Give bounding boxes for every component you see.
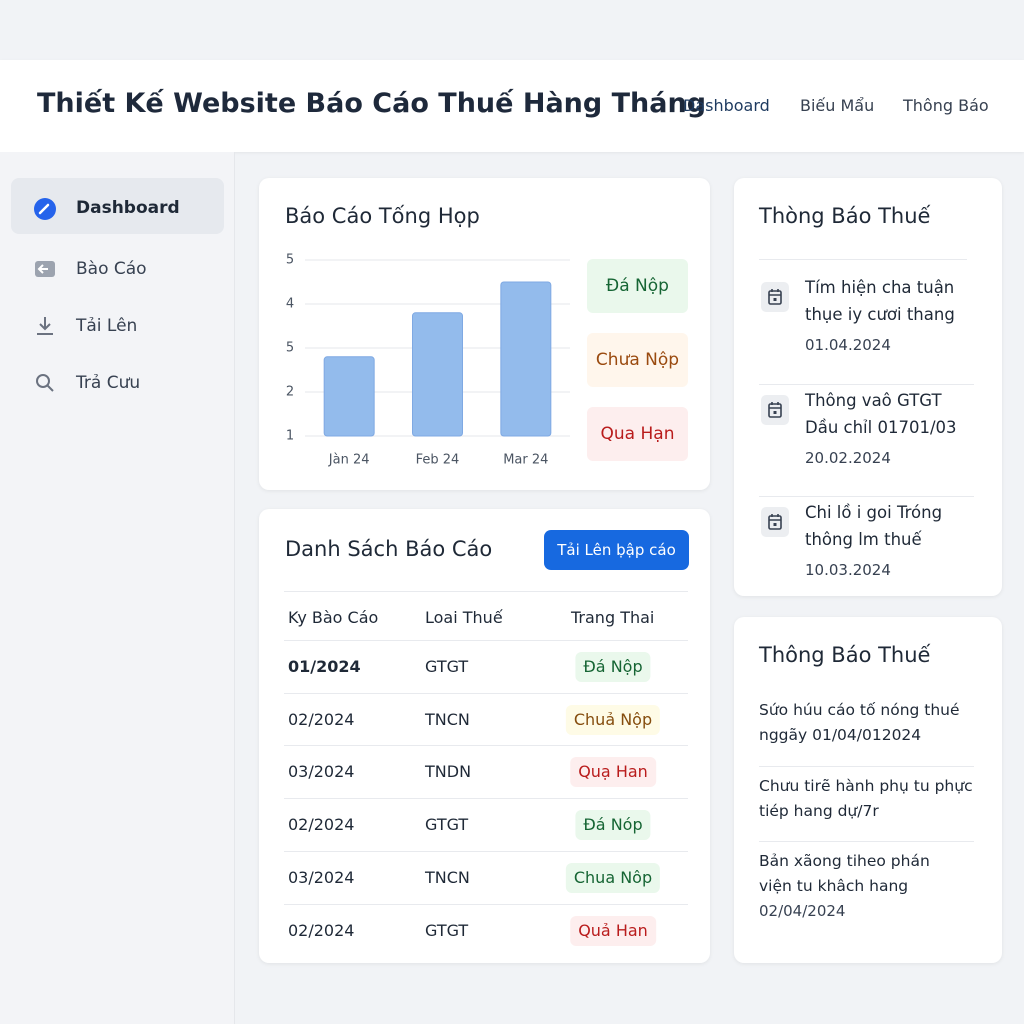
notice-text: thông lm thuế bbox=[805, 530, 922, 549]
cell: GTGT bbox=[425, 815, 469, 835]
bar bbox=[323, 356, 375, 437]
card-title: Danh Sách Báo Cáo bbox=[285, 537, 493, 561]
cell: TNCN bbox=[425, 867, 470, 887]
notices-card bbox=[734, 617, 1002, 963]
notice-text: Chưu tirẽ hành phụ tu phực bbox=[759, 776, 973, 795]
cell: 02/2024 bbox=[288, 920, 355, 940]
sidebar bbox=[0, 152, 235, 1024]
x-tick-label: Feb 24 bbox=[416, 453, 460, 468]
bar-chart: 1 2 5 4 5 Jàn 24 Feb 24 Mar 24 bbox=[286, 253, 570, 468]
sidebar-item[interactable]: Bào Cáo bbox=[76, 259, 147, 279]
divider bbox=[759, 765, 974, 767]
sidebar-item[interactable]: Tải Lên bbox=[76, 316, 138, 336]
y-tick-label: 5 bbox=[286, 341, 294, 356]
nav-link[interactable]: Thông Báo bbox=[903, 96, 989, 115]
divider bbox=[759, 383, 974, 385]
divider bbox=[284, 903, 688, 905]
x-tick-label: Mar 24 bbox=[503, 453, 548, 468]
icon bbox=[761, 394, 789, 425]
cell: TNDN bbox=[425, 762, 472, 782]
x-tick-label: Jàn 24 bbox=[328, 453, 370, 468]
sidebar-item[interactable]: Dashboard bbox=[76, 198, 180, 218]
icon bbox=[761, 282, 789, 312]
cell: GTGT bbox=[425, 657, 469, 676]
status-badge: Chua Nôp bbox=[565, 862, 661, 893]
status-badge: Quả Han bbox=[570, 915, 656, 946]
notice-text: Sứo húu cáo tố nóng thué bbox=[759, 701, 960, 719]
divider bbox=[284, 640, 688, 641]
notice-date: 01.04.2024 bbox=[805, 336, 891, 354]
divider bbox=[284, 591, 688, 592]
status-badge: Chuả Nộp bbox=[565, 704, 661, 735]
notice-text: thụe iy cươi thang bbox=[805, 305, 955, 324]
notice-text: viện tu khâch hang bbox=[759, 877, 909, 895]
cell: 03/2024 bbox=[288, 867, 355, 887]
card-title: Báo Cáo Tống Họp bbox=[285, 204, 480, 228]
header bbox=[0, 60, 1024, 152]
cell: GTGT bbox=[425, 920, 469, 940]
notice-text: nggãy 01/04/012024 bbox=[759, 726, 922, 744]
column-header: Loai Thuế bbox=[425, 608, 503, 627]
cell: 03/2024 bbox=[288, 762, 355, 782]
divider bbox=[759, 841, 974, 842]
card-title: Thông Báo Thuế bbox=[759, 643, 931, 667]
notice-text: Dầu chỉl 01701/03 bbox=[805, 417, 957, 437]
notice-text: Bản xãong tiheo phán bbox=[759, 852, 930, 870]
notice-date: 10.03.2024 bbox=[805, 561, 891, 579]
nav-link[interactable]: Dashboard bbox=[683, 96, 770, 115]
reports-card bbox=[259, 509, 710, 963]
divider bbox=[759, 259, 967, 260]
cell: TNCN bbox=[425, 709, 470, 729]
status-badge: Quạ Han bbox=[570, 757, 656, 788]
divider bbox=[284, 692, 688, 694]
cell: 02/2024 bbox=[288, 709, 355, 729]
icon bbox=[37, 317, 53, 335]
notice-text: Chi lồ i goi Tróng bbox=[805, 503, 943, 522]
legend-badge: Đá Nộp bbox=[587, 259, 688, 313]
icon bbox=[36, 374, 54, 392]
notice-text: Thông vaô GTGT bbox=[805, 390, 942, 410]
legend-badge: Chưa Nộp bbox=[587, 333, 688, 387]
upload-button[interactable]: Tải Lên ḅập cáo bbox=[544, 530, 689, 570]
card-title: Thòng Báo Thuế bbox=[759, 204, 931, 228]
cell: 01/2024 bbox=[288, 657, 361, 676]
icon bbox=[761, 507, 789, 537]
calendar-icon bbox=[768, 401, 782, 418]
y-tick-label: 4 bbox=[286, 297, 294, 312]
bar bbox=[500, 281, 552, 437]
icon bbox=[34, 198, 56, 220]
status-badge: Đá Nộp bbox=[575, 652, 651, 682]
bar bbox=[412, 312, 463, 437]
nav-link[interactable]: Biếu Mẩu bbox=[800, 96, 875, 115]
notice-date: 02/04/2024 bbox=[759, 902, 846, 920]
cell: 02/2024 bbox=[288, 815, 355, 835]
column-header: Ky Bào Cáo bbox=[288, 608, 379, 627]
sidebar-item[interactable]: Trả Cưu bbox=[76, 373, 141, 393]
notice-text: Tím hiện cha tuận bbox=[805, 278, 955, 297]
divider bbox=[759, 496, 974, 497]
divider bbox=[284, 745, 688, 747]
column-header: Trang Thai bbox=[571, 608, 655, 627]
divider bbox=[284, 798, 688, 800]
page-title: Thiết Kế Website Báo Cáo Thuế Hàng Tháng bbox=[37, 88, 707, 119]
legend-badge: Qua Hạn bbox=[587, 407, 688, 461]
y-tick-label: 5 bbox=[286, 253, 294, 268]
divider bbox=[284, 850, 688, 852]
calendar-icon bbox=[768, 514, 782, 530]
icon bbox=[35, 261, 55, 277]
status-badge: Đá Nóp bbox=[575, 810, 651, 841]
notice-date: 20.02.2024 bbox=[805, 448, 891, 467]
y-tick-label: 1 bbox=[286, 429, 294, 444]
calendar-icon bbox=[768, 289, 782, 305]
y-tick-label: 2 bbox=[286, 385, 294, 400]
notice-text: tiép hang dự/7r bbox=[759, 801, 879, 820]
